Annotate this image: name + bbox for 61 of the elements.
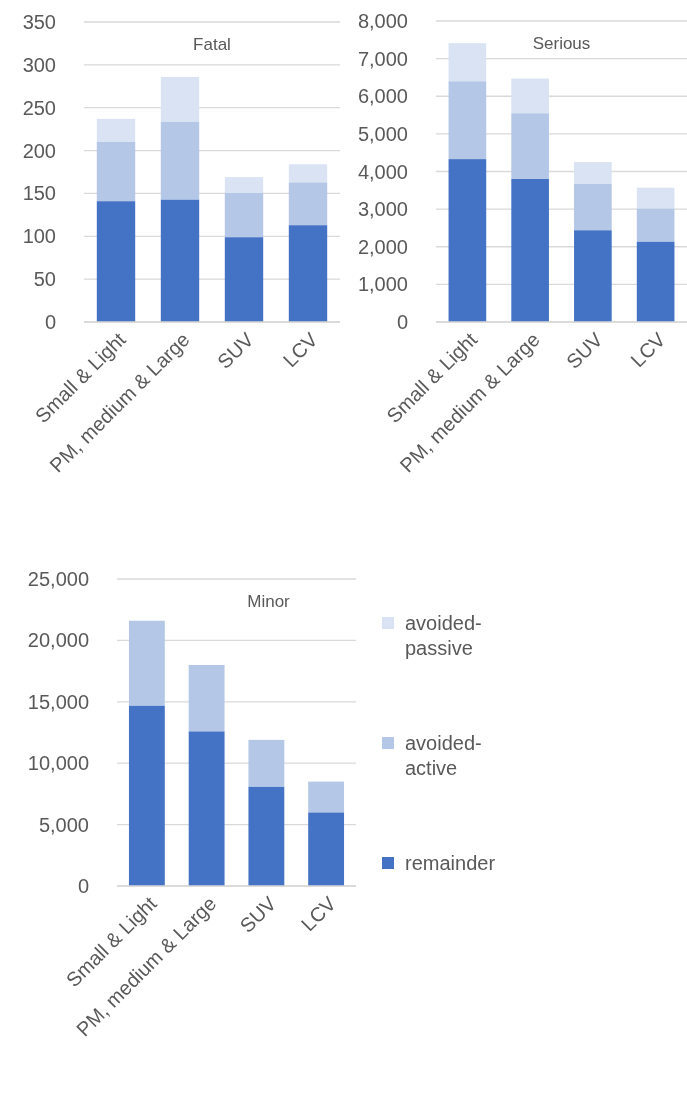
bar: [636, 241, 675, 322]
legend-label: avoided-active: [405, 732, 482, 779]
bar: [448, 159, 487, 322]
bar: [574, 230, 612, 322]
y-tick-label: 6,000: [357, 85, 408, 108]
bar: [96, 201, 136, 322]
y-tick-label: 3,000: [357, 198, 408, 221]
y-tick-label: 7,000: [357, 47, 408, 70]
y-tick-label: 200: [22, 139, 56, 162]
y-tick-label: 15,000: [27, 690, 89, 713]
bar: [96, 118, 136, 142]
bar: [448, 81, 487, 160]
y-tick-label: 0: [396, 311, 408, 333]
y-tick-label: 20,000: [27, 629, 89, 652]
bar: [248, 739, 285, 787]
bar: [224, 237, 264, 322]
bar: [636, 208, 675, 242]
bar: [574, 183, 612, 231]
bar: [511, 178, 549, 322]
bar: [288, 182, 328, 226]
y-tick-label: 8,000: [357, 10, 408, 32]
text: Serious: [532, 34, 591, 53]
y-tick-label: 50: [33, 268, 56, 291]
y-tick-label: 2,000: [357, 235, 408, 258]
y-tick-label: 0: [44, 311, 56, 333]
bar: [308, 812, 345, 886]
y-tick-label: 1,000: [357, 273, 408, 296]
bar: [288, 164, 328, 183]
legend-label: remainder: [405, 852, 496, 874]
y-tick-label: 25,000: [27, 568, 89, 590]
text: Minor: [247, 592, 291, 611]
y-tick-label: 10,000: [27, 752, 89, 775]
y-tick-label: 4,000: [357, 160, 408, 183]
bar: [96, 142, 136, 202]
bar: [448, 43, 487, 82]
bar: [188, 731, 225, 886]
legend-label: avoided-passive: [405, 612, 482, 659]
bar: [160, 76, 200, 122]
bar: [128, 705, 165, 886]
bar: [224, 177, 264, 193]
y-tick-label: 5,000: [38, 813, 89, 836]
text: Fatal: [193, 35, 231, 54]
y-tick-label: 300: [22, 53, 56, 76]
y-tick-label: 0: [77, 875, 89, 897]
bar: [160, 121, 200, 200]
bar: [188, 664, 225, 732]
bar: [160, 199, 200, 322]
bar: [128, 620, 165, 706]
y-tick-label: 5,000: [357, 122, 408, 145]
bar: [511, 78, 549, 114]
bar: [248, 786, 285, 886]
bar: [224, 192, 264, 238]
bar: [636, 187, 675, 209]
bar: [574, 162, 612, 184]
y-tick-label: 150: [22, 182, 56, 205]
bar: [288, 225, 328, 322]
y-tick-label: 100: [22, 225, 56, 248]
bar: [511, 113, 549, 179]
y-tick-label: 250: [22, 96, 56, 119]
bar: [308, 781, 345, 813]
y-tick-label: 350: [22, 11, 56, 33]
